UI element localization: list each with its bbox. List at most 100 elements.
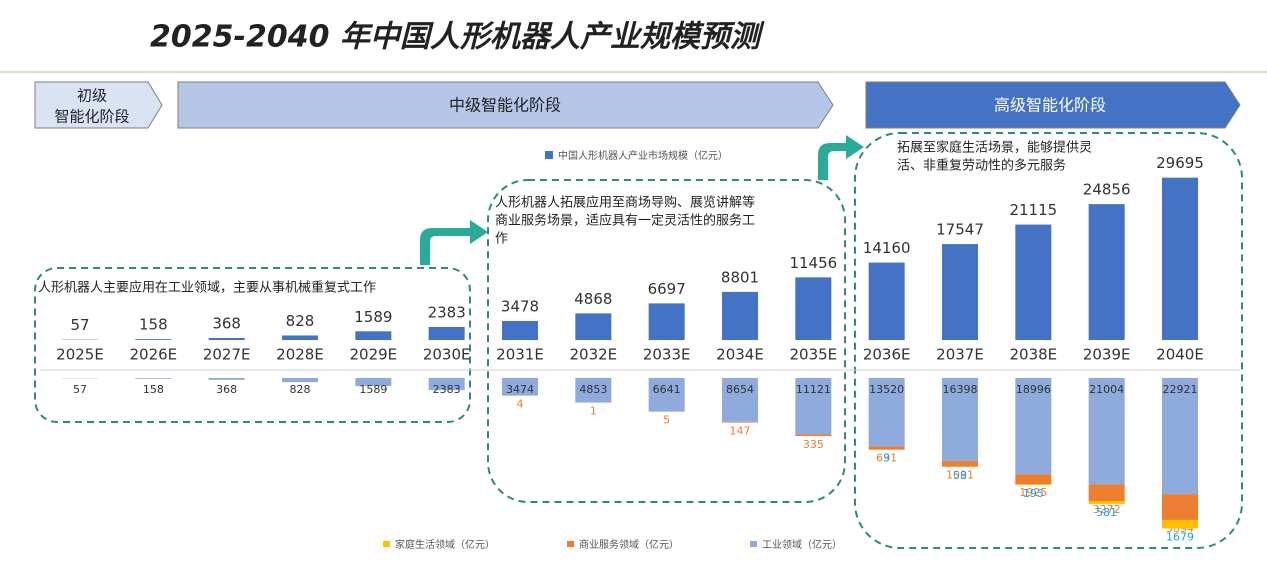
bar bbox=[1162, 177, 1198, 340]
value-label: 21004 bbox=[1089, 383, 1124, 396]
value-label: 57 bbox=[70, 316, 89, 334]
stage-label: 中级智能化阶段 bbox=[449, 96, 561, 115]
stack-segment bbox=[502, 378, 538, 396]
legend-label: 商业服务领域（亿元） bbox=[579, 538, 679, 551]
value-label: 368 bbox=[216, 383, 237, 396]
value-label: 21115 bbox=[1009, 201, 1057, 219]
value-label: 29695 bbox=[1156, 154, 1204, 172]
bar bbox=[795, 277, 832, 340]
stack-segment bbox=[282, 378, 318, 383]
value-label: 2383 bbox=[433, 383, 461, 396]
stage-box bbox=[487, 179, 846, 503]
value-label: 57 bbox=[73, 383, 87, 396]
value-label: 6641 bbox=[653, 383, 681, 396]
x-tick-label: 2036E bbox=[863, 346, 911, 364]
bar bbox=[208, 337, 245, 340]
value-label: 3478 bbox=[501, 297, 539, 315]
stack-segment bbox=[1088, 484, 1125, 501]
stage-arrow bbox=[818, 135, 864, 180]
stack-segment bbox=[1015, 483, 1052, 485]
x-tick-label: 2035E bbox=[790, 346, 838, 364]
stage-arrow bbox=[420, 220, 488, 265]
stack-segment bbox=[1015, 474, 1052, 484]
x-tick-label: 2034E bbox=[716, 346, 764, 364]
stack-segment bbox=[1162, 494, 1198, 520]
legend-swatch bbox=[567, 541, 574, 547]
stack-segment bbox=[1015, 378, 1052, 475]
x-tick-label: 2032E bbox=[570, 346, 618, 364]
x-tick-label: 2026E bbox=[130, 346, 178, 364]
legend-swatch bbox=[545, 151, 553, 159]
bar bbox=[575, 313, 612, 340]
stack-segment bbox=[795, 434, 832, 437]
x-tick-label: 2029E bbox=[350, 346, 398, 364]
stack-segment bbox=[208, 378, 245, 380]
bar bbox=[648, 303, 685, 340]
value-label: 147 bbox=[730, 425, 751, 438]
x-tick-label: 2028E bbox=[276, 346, 324, 364]
x-tick-label: 2025E bbox=[56, 346, 104, 364]
value-label: 11121 bbox=[796, 383, 831, 396]
value-label: 22921 bbox=[1163, 383, 1198, 396]
value-label: 24856 bbox=[1083, 181, 1131, 199]
stack-segment bbox=[942, 378, 978, 462]
bar bbox=[502, 320, 538, 340]
stack-segment bbox=[575, 378, 612, 403]
value-label: 195 bbox=[1023, 487, 1044, 500]
legend-label: 工业领域（亿元） bbox=[762, 538, 842, 551]
stack-segment bbox=[1088, 500, 1125, 504]
value-label: 4 bbox=[517, 398, 524, 411]
annotation: 人形机器人主要应用在工业领域，主要从事机械重复式工作 bbox=[38, 280, 376, 296]
value-label: 4868 bbox=[574, 290, 612, 308]
stack-segment bbox=[942, 461, 978, 467]
value-label: 1589 bbox=[354, 308, 392, 326]
stage-box bbox=[34, 267, 471, 423]
x-tick-label: 2037E bbox=[936, 346, 984, 364]
annotation: 人形机器人拓展应用至商场导购、展览讲解等 bbox=[495, 195, 755, 211]
value-label: 11456 bbox=[789, 254, 837, 272]
stage-label: 高级智能化阶段 bbox=[994, 96, 1106, 115]
value-label: 16398 bbox=[943, 383, 978, 396]
stack-segment bbox=[1088, 378, 1125, 485]
value-label: 8654 bbox=[726, 383, 754, 396]
x-tick-label: 2040E bbox=[1156, 346, 1204, 364]
stack-segment bbox=[355, 378, 392, 387]
stack-segment bbox=[135, 378, 172, 379]
stack-segment bbox=[648, 378, 685, 412]
bar bbox=[868, 262, 905, 340]
value-label: 58 bbox=[953, 469, 967, 482]
value-label: 828 bbox=[286, 312, 315, 330]
bar bbox=[135, 339, 172, 340]
annotation: 活、非重复劳动性的多元服务 bbox=[897, 158, 1066, 174]
value-label: 4853 bbox=[579, 383, 607, 396]
stack-segment bbox=[722, 421, 758, 423]
stack-segment bbox=[1162, 519, 1198, 529]
x-tick-label: 2031E bbox=[496, 346, 544, 364]
value-label: 1679 bbox=[1166, 530, 1194, 543]
value-label: 368 bbox=[212, 314, 241, 332]
stage-box bbox=[854, 132, 1243, 549]
annotation: 商业服务场景，适应具有一定灵活性的服务工 bbox=[495, 213, 755, 229]
stack-segment bbox=[722, 378, 758, 422]
value-label: 581 bbox=[1096, 506, 1117, 519]
x-tick-label: 2039E bbox=[1083, 346, 1131, 364]
value-label: 13520 bbox=[869, 383, 904, 396]
legend-label: 中国人形机器人产业市场规模（亿元） bbox=[558, 149, 728, 162]
legend-swatch bbox=[383, 541, 390, 547]
value-label: 9 bbox=[883, 452, 890, 465]
stack-segment bbox=[868, 446, 905, 450]
stack-segment bbox=[795, 378, 832, 435]
bar bbox=[1088, 204, 1125, 340]
legend-label: 家庭生活领域（亿元） bbox=[395, 538, 495, 551]
value-label: 18996 bbox=[1016, 383, 1051, 396]
value-label: 5 bbox=[663, 414, 670, 427]
stage-label: 初级 bbox=[77, 87, 107, 105]
annotation: 作 bbox=[495, 232, 508, 247]
value-label: 631 bbox=[876, 452, 897, 465]
bar bbox=[722, 291, 758, 340]
value-label: 1925 bbox=[1019, 486, 1047, 499]
stack-segment bbox=[868, 378, 905, 447]
annotation: 拓展至家庭生活场景，能够提供灵 bbox=[897, 140, 1092, 156]
stack-segment bbox=[428, 378, 465, 391]
